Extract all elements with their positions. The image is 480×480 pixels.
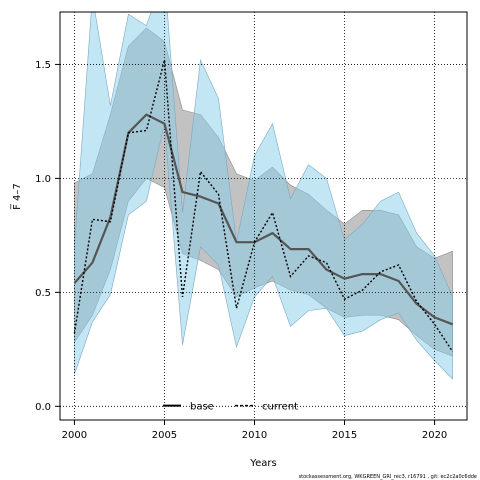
x-tick-label-2015: 2015 bbox=[332, 430, 357, 441]
confidence-bands bbox=[74, 12, 453, 380]
line-base bbox=[73, 113, 453, 326]
y-axis-label: F̅ 4–7 bbox=[10, 183, 23, 210]
x-tick-label-2010: 2010 bbox=[242, 430, 267, 441]
y-tick-label-0.5: 0.5 bbox=[35, 288, 51, 299]
x-tick-label-2020: 2020 bbox=[422, 430, 447, 441]
plot-frame bbox=[59, 11, 468, 421]
x-axis-label: Years bbox=[249, 458, 276, 469]
legend: base current bbox=[163, 402, 298, 413]
series-lines bbox=[73, 59, 454, 352]
x-tick-label-2000: 2000 bbox=[62, 430, 87, 441]
y-tick-label-0.0: 0.0 bbox=[35, 402, 51, 413]
grid bbox=[60, 12, 467, 420]
legend-label-base: base bbox=[190, 402, 214, 413]
legend-label-current: current bbox=[262, 402, 298, 413]
line-current bbox=[73, 59, 454, 352]
footer-note: stockassessment.org, WKGREEN_GRI_rec3, r… bbox=[299, 474, 477, 480]
axis-ticks: 2000 2005 2010 2015 2020 0.0 0.5 1.0 1.5 bbox=[35, 60, 447, 441]
x-tick-label-2005: 2005 bbox=[152, 430, 177, 441]
band-current bbox=[74, 12, 453, 380]
y-tick-label-1.5: 1.5 bbox=[35, 60, 51, 71]
y-tick-label-1.0: 1.0 bbox=[35, 174, 51, 185]
